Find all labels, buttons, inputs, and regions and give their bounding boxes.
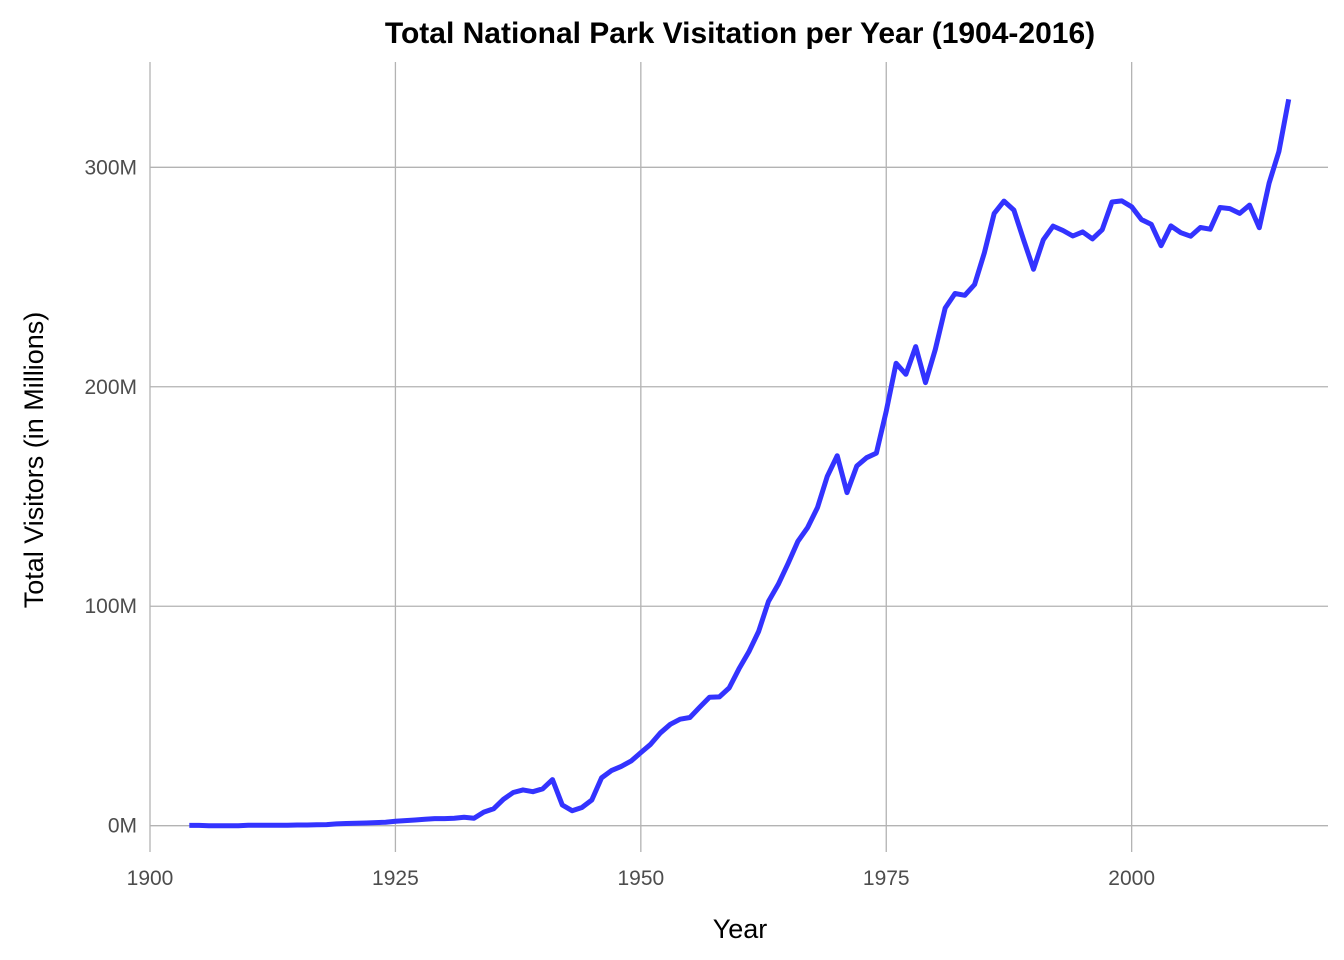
series-line-0	[189, 98, 1292, 829]
y-tick-label-200: 200M	[84, 376, 137, 399]
x-axis-title: Year	[713, 914, 768, 944]
y-tick-labels: 0M 100M 200M 300M	[84, 156, 137, 837]
x-tick-label-1975: 1975	[863, 867, 910, 890]
y-gridlines	[150, 166, 1328, 827]
y-axis-title: Total Visitors (in Millions)	[19, 312, 49, 609]
chart-title: Total National Park Visitation per Year …	[385, 17, 1095, 50]
x-tick-label-1900: 1900	[127, 867, 174, 890]
x-tick-label-1925: 1925	[372, 867, 419, 890]
y-tick-label-100: 100M	[84, 595, 137, 618]
y-tick-label-300: 300M	[84, 156, 137, 179]
x-tick-label-1950: 1950	[617, 867, 664, 890]
x-gridlines	[149, 62, 1133, 852]
x-tick-label-2000: 2000	[1108, 867, 1155, 890]
y-tick-label-0: 0M	[108, 815, 137, 838]
x-tick-labels: 1900 1925 1950 1975 2000	[127, 867, 1155, 890]
series-group	[189, 98, 1292, 829]
